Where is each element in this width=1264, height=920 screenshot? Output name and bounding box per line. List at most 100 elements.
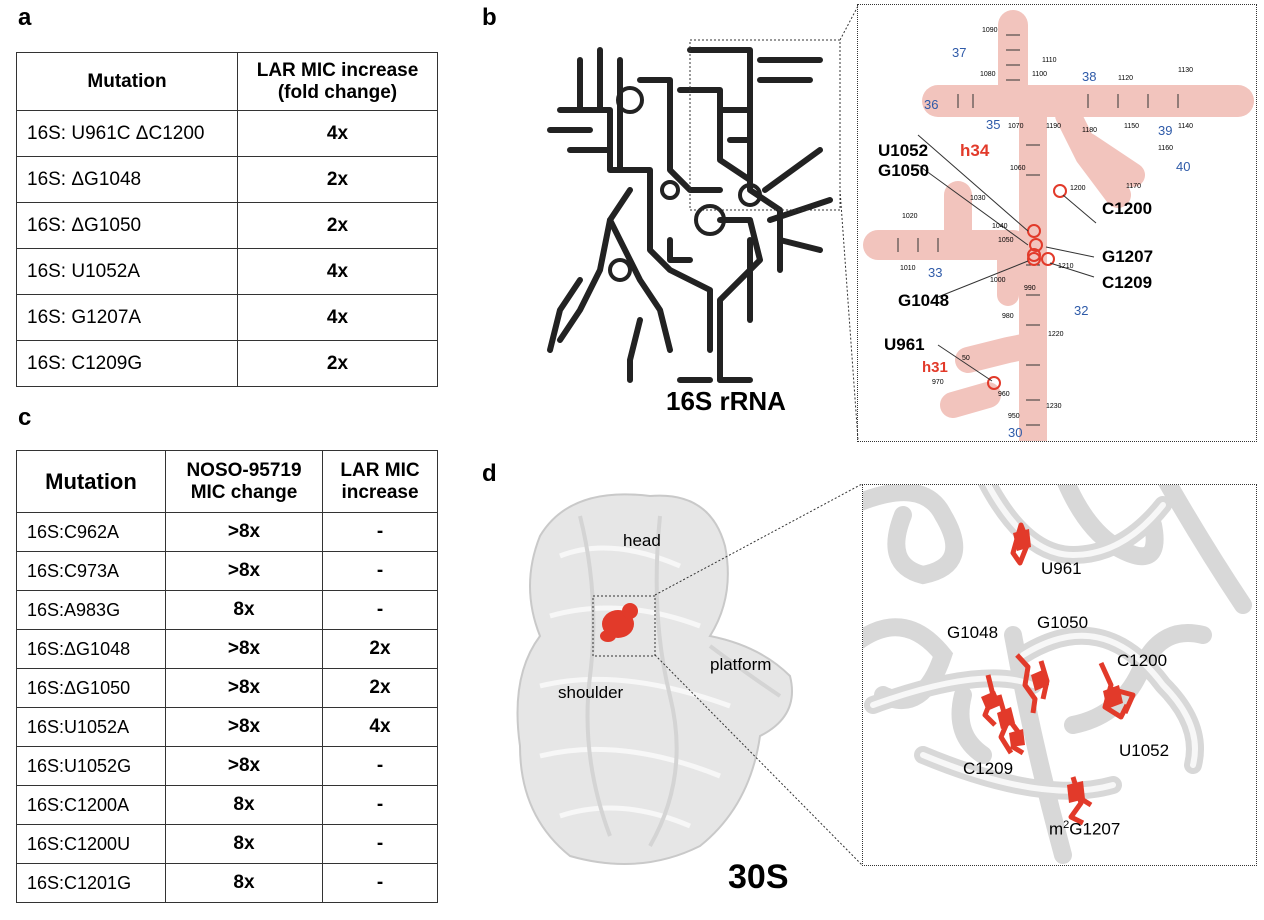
lar-mic-cell: -: [322, 746, 438, 786]
helix-label-h34: h34: [960, 141, 990, 160]
noso-mic-cell: >8x: [165, 668, 323, 708]
position-number: 960: [998, 391, 1010, 398]
residue-label-c1200: C1200: [1117, 651, 1168, 670]
residue-label-m2g1207: m2G1207: [1049, 819, 1120, 840]
position-number: 990: [1024, 285, 1036, 292]
position-number: 1080: [980, 71, 996, 78]
position-number: 950: [1008, 413, 1020, 420]
lar-mic-cell: -: [322, 824, 438, 864]
table-row: 16S: C1209G 2x: [16, 340, 438, 387]
m2g1207-superscript: 2: [1063, 819, 1070, 831]
table-row: 16S: ΔG1050 2x: [16, 202, 438, 249]
helix-number: 37: [952, 45, 967, 60]
mutation-cell: 16S:C1201G: [16, 863, 166, 903]
site-label-c1200: C1200: [1102, 199, 1153, 218]
position-number: 970: [932, 379, 944, 386]
helix-number: 35: [986, 117, 1001, 132]
lar-mic-cell: 4x: [322, 707, 438, 747]
m2g1207-suffix: G1207: [1069, 819, 1121, 839]
position-number: 1000: [990, 277, 1006, 284]
panel-a-table: Mutation LAR MIC increase (fold change) …: [16, 52, 438, 387]
ribosome-30s-structure: [516, 493, 793, 865]
residue-label-g1050: G1050: [1037, 613, 1089, 632]
mutation-cell: 16S:ΔG1050: [16, 668, 166, 708]
position-number: 980: [1002, 313, 1014, 320]
panel-d-letter: d: [482, 460, 497, 487]
position-number: 1130: [1178, 67, 1194, 74]
lar-mic-cell: -: [322, 590, 438, 630]
table-row: 16S:U1052A >8x 4x: [16, 707, 438, 747]
noso-mic-cell: >8x: [165, 629, 323, 669]
table-row: 16S: U1052A 4x: [16, 248, 438, 295]
position-number: 1200: [1070, 185, 1086, 192]
position-number: 1090: [982, 27, 998, 34]
position-number: 1160: [1158, 145, 1174, 152]
drug-binding-site: [600, 603, 638, 642]
rrna-zoom-structure: [863, 10, 1254, 455]
base-pairs: [897, 34, 1179, 426]
helix-number: 32: [1074, 303, 1089, 318]
residue-label-u1052: U1052: [1119, 741, 1170, 760]
mutation-cell: 16S:U1052G: [16, 746, 166, 786]
table-row: 16S: G1207A 4x: [16, 294, 438, 341]
lar-mic-cell: 2x: [322, 629, 438, 669]
mutation-cell: 16S:C962A: [16, 512, 166, 552]
mutation-cell: 16S: ΔG1050: [16, 202, 238, 249]
position-number: 1070: [1008, 123, 1024, 130]
rrna-label: 16S rRNA: [666, 386, 786, 416]
helix-bands: [863, 10, 1254, 455]
helix-number: 39: [1158, 123, 1173, 138]
position-number: 1220: [1048, 331, 1064, 338]
m2g1207-prefix: m: [1049, 819, 1064, 839]
helix-number: 36: [924, 97, 939, 112]
position-number: 1010: [900, 265, 916, 272]
noso-mic-cell: >8x: [165, 746, 323, 786]
position-number: 1060: [1010, 165, 1026, 172]
helix-number: 40: [1176, 159, 1191, 174]
column-header-lar: LAR MIC increase: [322, 450, 438, 513]
fold-change-cell: 4x: [237, 248, 438, 295]
position-number: 1230: [1046, 403, 1062, 410]
lar-mic-cell: -: [322, 551, 438, 591]
column-header-lar: LAR MIC increase (fold change): [237, 52, 438, 111]
zoom-box: [689, 39, 841, 211]
position-number: 1150: [1124, 123, 1140, 130]
binding-site-zoom: [863, 485, 1252, 864]
noso-mic-cell: 8x: [165, 824, 323, 864]
noso-mic-cell: 8x: [165, 785, 323, 825]
panel-c-table: Mutation NOSO-95719 MIC change LAR MIC i…: [16, 450, 438, 903]
rrna-loops: [608, 86, 762, 282]
site-label-u961: U961: [884, 335, 925, 354]
noso-mic-cell: >8x: [165, 707, 323, 747]
table-row: 16S:C1200A 8x -: [16, 785, 438, 825]
fold-change-cell: 2x: [237, 202, 438, 249]
mutation-cell: 16S: G1207A: [16, 294, 238, 341]
region-label-head: head: [623, 531, 661, 550]
table-row: 16S:C1201G 8x -: [16, 863, 438, 903]
callout-lines: [917, 134, 1097, 382]
lar-mic-cell: -: [322, 785, 438, 825]
position-number: 1030: [970, 195, 986, 202]
zoom-box: [592, 595, 656, 657]
zoom-connectors-b: [840, 5, 859, 441]
mutation-cell: 16S: U961C ΔC1200: [16, 110, 238, 157]
position-number: 50: [962, 355, 970, 362]
position-number: 1020: [902, 213, 918, 220]
column-header-noso: NOSO-95719 MIC change: [165, 450, 323, 513]
fold-change-cell: 4x: [237, 110, 438, 157]
mutation-cell: 16S:C973A: [16, 551, 166, 591]
table-row: 16S:ΔG1048 >8x 2x: [16, 629, 438, 669]
table-row: 16S:A983G 8x -: [16, 590, 438, 630]
zoom-panel-d: U961 G1048 G1050 C1200 C1209 U1052 m2G12…: [862, 484, 1257, 866]
column-header-mutation: Mutation: [16, 52, 238, 111]
residue-label-c1209: C1209: [963, 759, 1014, 778]
column-header-mutation: Mutation: [16, 450, 166, 513]
helix-number: 38: [1082, 69, 1097, 84]
table-row: 16S: U961C ΔC1200 4x: [16, 110, 438, 157]
mutation-cell: 16S:C1200A: [16, 785, 166, 825]
residue-label-u961: U961: [1041, 559, 1082, 578]
position-number: 1140: [1178, 123, 1194, 130]
table-row: 16S:C962A >8x -: [16, 512, 438, 552]
mutation-cell: 16S: C1209G: [16, 340, 238, 387]
noso-mic-cell: 8x: [165, 863, 323, 903]
